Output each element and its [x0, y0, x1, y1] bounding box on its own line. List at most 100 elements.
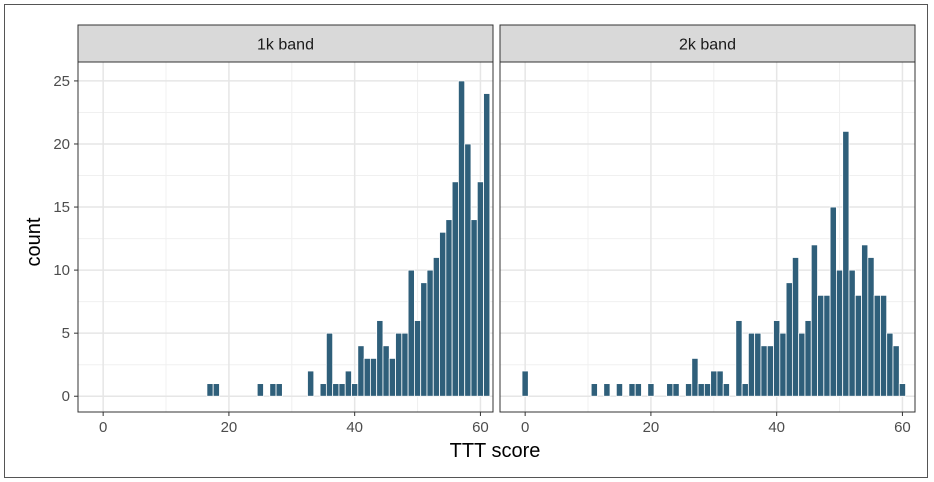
panel-strip: [77, 24, 494, 63]
histogram-bar: [773, 320, 781, 397]
histogram-bar: [722, 383, 730, 397]
y-tick-label: 15: [53, 199, 70, 216]
histogram-bar: [634, 383, 642, 397]
histogram-bar: [521, 370, 529, 397]
histogram-bar: [823, 294, 831, 397]
histogram-bar: [842, 130, 850, 397]
panel-border: [77, 61, 494, 413]
histogram-bar: [716, 370, 724, 397]
histogram-bar: [779, 332, 787, 397]
histogram-bar: [861, 244, 869, 397]
figure-frame: 1k band 0 20 40 60 0 5 10 15 20 25 2k band 0 20 40 60 c…: [4, 4, 928, 478]
histogram-bar: [880, 294, 888, 397]
histogram-bar: [451, 181, 459, 397]
histogram-bar: [269, 383, 277, 397]
histogram-bar: [275, 383, 283, 397]
histogram-bar: [647, 383, 655, 397]
x-tick-label: 0: [521, 419, 529, 436]
histogram-bar: [445, 219, 453, 397]
histogram-bar: [892, 345, 900, 397]
histogram-bar: [697, 383, 705, 397]
histogram-bar: [439, 231, 447, 397]
y-axis-label: count: [23, 217, 45, 266]
panel-title: 2k band: [679, 37, 736, 54]
histogram-bar: [476, 181, 484, 397]
histogram-bar: [369, 357, 378, 397]
panel-border: [499, 61, 916, 413]
histogram-bar: [458, 80, 466, 397]
x-tick-label: 20: [221, 419, 238, 436]
histogram-bar: [735, 320, 743, 397]
x-axis-label: TTT score: [450, 440, 541, 462]
y-tick-label: 25: [53, 73, 70, 90]
histogram-bar: [307, 370, 315, 397]
histogram-bar: [672, 383, 680, 397]
histogram-bar: [357, 345, 365, 397]
histogram-bar: [666, 383, 674, 397]
histogram-bar: [741, 383, 749, 397]
histogram-bar: [344, 370, 352, 397]
histogram-bar: [804, 320, 812, 397]
panel-1: 1k band 0 20 40 60 0 5 10 15 20 25: [53, 24, 494, 436]
histogram-bar: [590, 383, 598, 397]
histogram-bar: [256, 383, 264, 397]
histogram-bar: [685, 383, 693, 397]
y-tick-label: 20: [53, 136, 70, 153]
histogram-bar: [332, 383, 340, 397]
histogram-bar: [338, 383, 346, 397]
histogram-bar: [319, 383, 327, 397]
histogram-bar: [817, 294, 825, 397]
histogram-bar: [854, 294, 862, 397]
histogram-bar: [791, 257, 800, 397]
histogram-bar: [470, 219, 478, 397]
y-tick-label: 0: [62, 388, 70, 405]
histogram-bar: [848, 269, 856, 397]
histogram-bar: [388, 357, 396, 397]
x-tick-label: 60: [472, 419, 489, 436]
x-tick-label: 20: [643, 419, 660, 436]
histogram-bar: [407, 269, 415, 397]
histogram-bar: [703, 383, 712, 397]
histogram-bar: [810, 244, 818, 397]
histogram-bar: [766, 345, 774, 397]
histogram-bar: [898, 383, 906, 397]
histogram-bar: [615, 383, 624, 397]
histogram-bar: [382, 345, 390, 397]
histogram-bar: [710, 370, 718, 397]
y-tick-label: 10: [53, 262, 70, 279]
histogram-bar: [483, 93, 491, 397]
panel-2: 2k band 0 20 40 60: [499, 24, 916, 436]
histogram-bar: [747, 332, 756, 397]
histogram-bar: [420, 282, 428, 397]
histogram-bar: [325, 332, 334, 397]
x-tick-label: 40: [768, 419, 785, 436]
histogram-bar: [836, 269, 844, 397]
x-tick-label: 0: [99, 419, 107, 436]
histogram-bar: [426, 269, 434, 397]
x-tick-label: 60: [894, 419, 911, 436]
histogram-bar: [376, 320, 384, 397]
histogram-bar: [829, 206, 837, 397]
histogram-chart: 1k band 0 20 40 60 0 5 10 15 20 25 2k band 0 20 40 60 c…: [23, 24, 916, 462]
y-tick-label: 5: [62, 325, 70, 342]
panel-title: 1k band: [257, 37, 314, 54]
x-tick-label: 40: [346, 419, 363, 436]
histogram-bar: [351, 383, 359, 397]
histogram-bar: [691, 357, 699, 397]
histogram-bar: [432, 257, 440, 397]
histogram-bar: [414, 320, 422, 397]
histogram-bar: [395, 332, 403, 397]
histogram-bar: [754, 332, 762, 397]
histogram-bar: [760, 345, 768, 397]
histogram-bar: [886, 332, 894, 397]
histogram-bar: [363, 357, 371, 397]
histogram-bar: [464, 143, 472, 397]
histogram-bar: [785, 282, 793, 397]
histogram-bar: [798, 332, 806, 397]
histogram-bar: [867, 257, 875, 397]
histogram-bar: [206, 383, 214, 397]
histogram-bar: [212, 383, 220, 397]
histogram-bar: [628, 383, 636, 397]
histogram-bar: [873, 294, 881, 397]
histogram-bar: [401, 332, 409, 397]
